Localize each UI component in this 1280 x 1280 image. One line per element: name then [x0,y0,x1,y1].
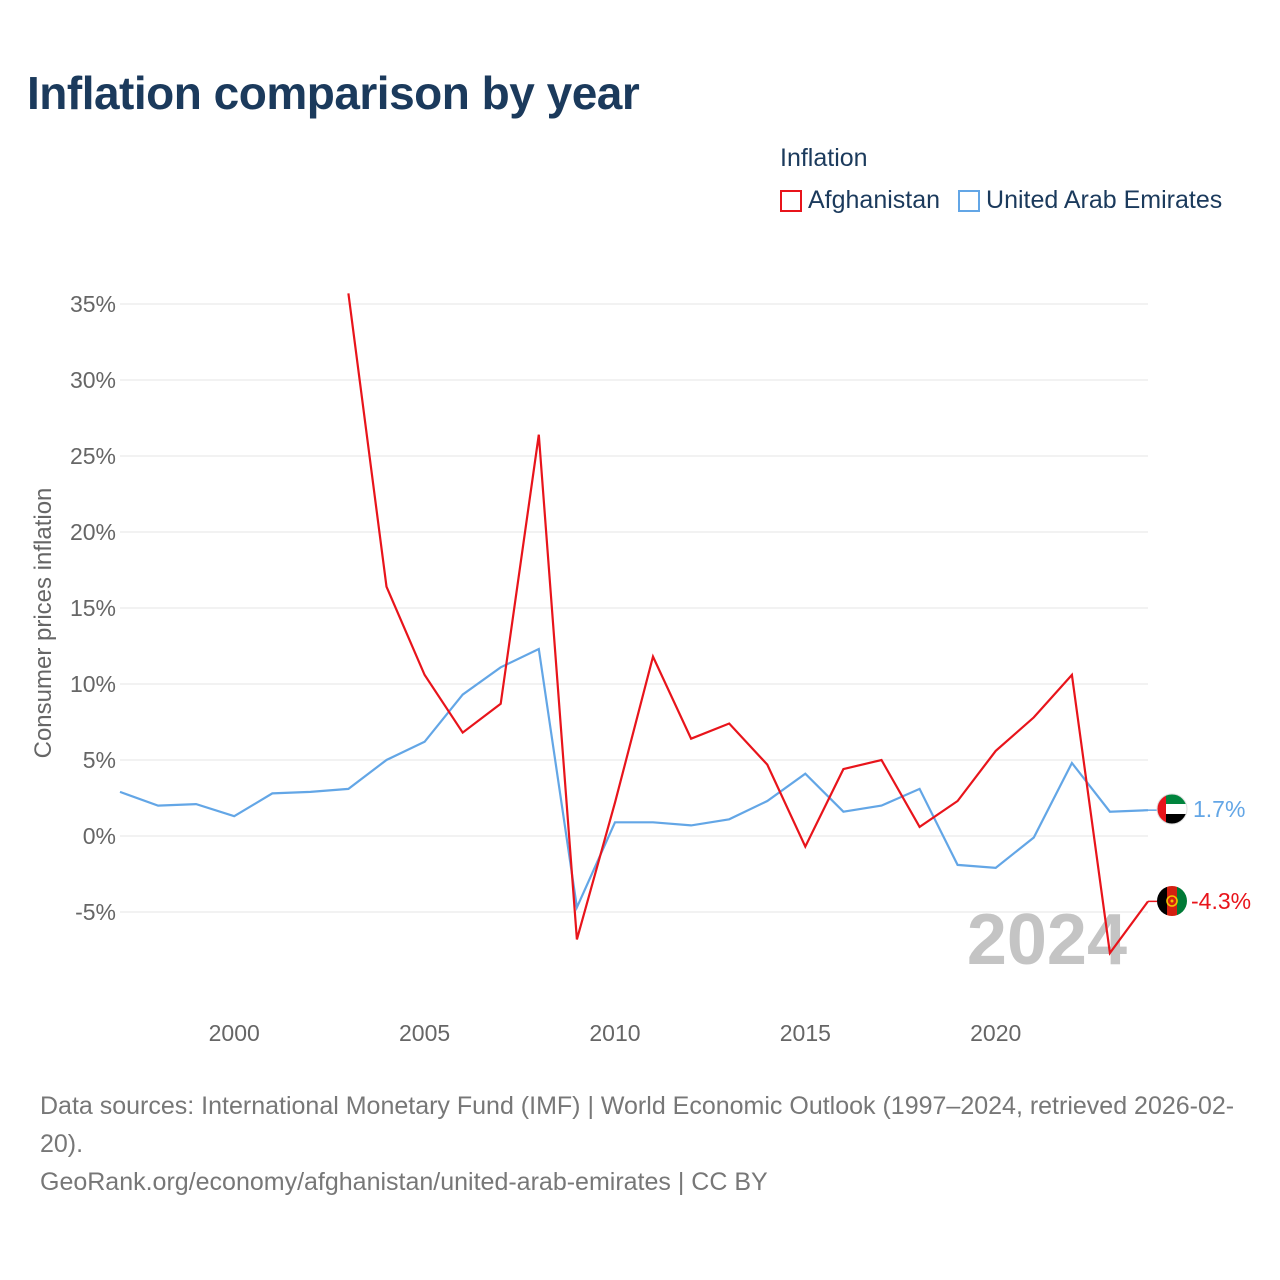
x-axis-ticks: 2000 2005 2010 2015 2020 [209,1020,1022,1046]
line-chart: -5%0%5%10%15%20%25%30%35% 2000 2005 2010 20… [30,291,1251,1046]
legend: Afghanistan United Arab Emirates [780,186,1222,215]
afghanistan-flag-icon [1157,886,1187,916]
uae-end-label: 1.7% [1193,796,1245,822]
legend-item-afghanistan[interactable]: Afghanistan [780,186,940,215]
credit-link[interactable]: GeoRank.org/economy/afghanistan/united-a… [40,1168,768,1196]
y-tick-label: 35% [70,291,116,317]
afghanistan-end-label: -4.3% [1191,888,1251,914]
series-line-afghanistan[interactable] [347,293,1149,956]
y-tick-label: 5% [83,747,116,773]
legend-item-uae[interactable]: United Arab Emirates [958,186,1222,215]
x-tick-label: 2015 [780,1020,831,1046]
y-tick-label: 15% [70,595,116,621]
x-tick-label: 2020 [970,1020,1021,1046]
series-line-uae[interactable] [119,647,1149,912]
x-tick-label: 2000 [209,1020,260,1046]
y-tick-label: 30% [70,367,116,393]
footer: Data sources: International Monetary Fun… [40,1087,1250,1201]
y-tick-label: 20% [70,519,116,545]
legend-label-uae: United Arab Emirates [986,186,1223,214]
uae-flag-icon [1156,793,1188,825]
legend-swatch-uae [958,189,981,212]
data-sources: Data sources: International Monetary Fun… [40,1092,1235,1158]
y-axis-ticks: -5% 0% 5% 10% 15% 20% 25% 30% 35% [70,291,116,925]
chart-title: Inflation comparison by year [27,67,640,119]
y-tick-label: 10% [70,671,116,697]
x-tick-label: 2010 [589,1020,640,1046]
y-tick-label: -5% [75,899,116,925]
legend-title: Inflation [780,144,868,172]
year-watermark: 2024 [967,900,1127,980]
legend-swatch-afghanistan [780,189,802,212]
y-tick-label: 0% [83,823,116,849]
grid-lines [120,303,1148,913]
x-tick-label: 2005 [399,1020,450,1046]
legend-label-afghanistan: Afghanistan [808,186,941,214]
y-tick-label: 25% [70,443,116,469]
y-axis-label: Consumer prices inflation [30,488,57,759]
